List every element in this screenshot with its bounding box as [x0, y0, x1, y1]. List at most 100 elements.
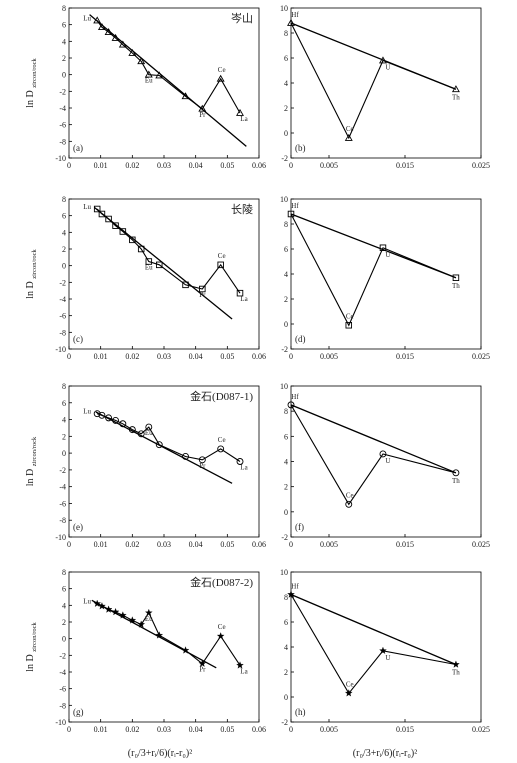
y-tick-label: -10 [55, 533, 66, 542]
point-label-ce: Ce [218, 623, 226, 631]
y-tick-label: 0 [284, 320, 288, 329]
point-label-lu: Lu [83, 15, 91, 23]
x-tick-label: 0.025 [472, 161, 490, 170]
point-label-u: U [385, 251, 390, 259]
data-point [112, 222, 119, 229]
x-tick-label: 0.06 [252, 540, 266, 549]
y-axis-label-sub: zircon/rock [31, 248, 38, 278]
data-point [344, 133, 353, 141]
point-label-eu: Eu [145, 429, 153, 437]
x-tick-label: 0 [289, 352, 293, 361]
y-tick-label: 4 [284, 458, 288, 467]
y-tick-label: -4 [59, 104, 66, 113]
y-tick-label: 8 [284, 407, 288, 416]
y-tick-label: 0 [62, 262, 66, 271]
data-point [93, 16, 102, 24]
location-title: 岑山 [231, 12, 253, 25]
y-tick-label: 2 [62, 54, 66, 63]
x-tick-label: 0.02 [125, 352, 139, 361]
y-axis-label-sub: zircon/rock [31, 436, 38, 466]
data-point [137, 245, 145, 253]
y-tick-label: -4 [59, 668, 66, 677]
point-label-ce: Ce [218, 252, 226, 260]
data-point [112, 416, 120, 424]
y-tick-label: 6 [62, 585, 66, 594]
y-tick-label: -10 [55, 345, 66, 354]
data-line [96, 20, 241, 114]
data-point [236, 458, 244, 465]
fit-line [290, 404, 457, 474]
x-tick-label: 0.02 [125, 161, 139, 170]
x-tick-label: 0.005 [320, 161, 338, 170]
x-tick-label: 0 [67, 540, 71, 549]
x-tick-label: 0.005 [320, 725, 338, 734]
y-tick-label: 6 [284, 618, 288, 627]
y-axis-label-sub: zircon/rock [31, 621, 38, 651]
data-point [144, 608, 153, 617]
x-tick-label: 0 [289, 540, 293, 549]
y-tick-label: 4 [62, 228, 66, 237]
data-point [198, 104, 207, 112]
y-tick-label: -10 [55, 718, 66, 727]
y-tick-label: 6 [62, 21, 66, 30]
data-point [137, 57, 146, 65]
x-tick-label: 0 [67, 725, 71, 734]
point-label-ce: Ce [346, 491, 354, 499]
data-point [236, 661, 244, 669]
data-point [93, 205, 101, 213]
x-tick-label: 0.04 [189, 161, 203, 170]
panel-letter: (g) [73, 707, 84, 717]
panel-c: -10 -8 -6 -4 -2 0 2 4 6 8 0 0.01 0.02 0.03 0.04 0.05 0.0… [25, 195, 266, 361]
data-point [217, 445, 225, 453]
y-tick-label: -2 [281, 154, 288, 163]
x-tick-label: 0.06 [252, 725, 266, 734]
y-tick-label: 10 [280, 4, 288, 13]
plot-frame [68, 571, 260, 723]
y-tick-label: 6 [284, 54, 288, 63]
point-label-hf: Hf [291, 11, 299, 19]
y-tick-label: 10 [280, 568, 288, 577]
y-tick-label: -2 [281, 718, 288, 727]
data-point [236, 108, 244, 116]
data-point [287, 210, 295, 218]
data-point [379, 450, 387, 458]
location-title: 金石(D087-1) [190, 389, 253, 403]
data-point [111, 607, 120, 616]
x-tick-label: 0.04 [189, 352, 203, 361]
point-label-eu: Eu [145, 615, 153, 623]
y-tick-label: 2 [62, 245, 66, 254]
y-tick-label: 4 [62, 416, 66, 425]
y-tick-label: 6 [62, 212, 66, 221]
data-point [344, 689, 353, 697]
y-tick-label: 8 [62, 382, 66, 391]
y-tick-label: 8 [284, 593, 288, 602]
y-tick-label: 2 [284, 668, 288, 677]
x-tick-label: 0.015 [396, 725, 414, 734]
point-label-ce: Ce [346, 312, 354, 320]
data-point [137, 430, 145, 438]
panel-letter: (d) [295, 334, 306, 344]
data-point [137, 620, 146, 628]
panel-letter: (e) [73, 522, 83, 532]
data-point [105, 414, 113, 422]
fit-line [89, 14, 247, 147]
y-axis-label-main: ln D [25, 88, 36, 108]
point-label-pr: Pr [199, 666, 206, 674]
data-point [452, 660, 460, 668]
y-tick-label: 0 [62, 635, 66, 644]
data-point [97, 23, 106, 31]
x-tick-label: 0 [67, 161, 71, 170]
fit-line [95, 411, 233, 484]
location-title: 长陵 [231, 203, 253, 216]
fit-line [290, 213, 457, 279]
x-tick-label: 0.05 [220, 725, 234, 734]
x-tick-label: 0 [289, 161, 293, 170]
x-tick-label: 0.02 [125, 540, 139, 549]
data-point [287, 18, 295, 26]
data-point [128, 426, 136, 434]
data-point [105, 215, 112, 223]
fit-line [93, 206, 233, 320]
data-point [145, 258, 153, 265]
data-point [119, 420, 127, 428]
